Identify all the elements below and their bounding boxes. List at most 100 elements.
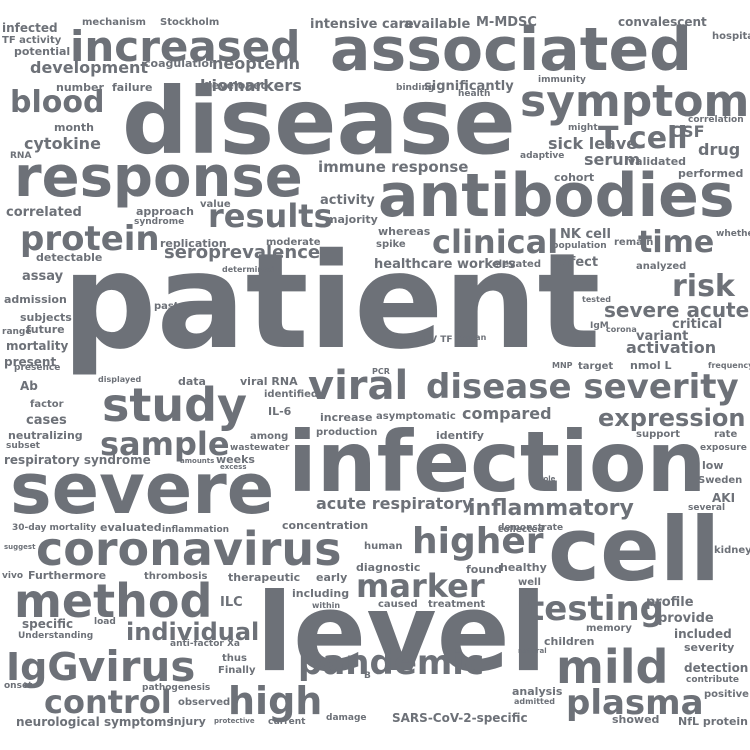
cloud-word: thrombosis: [144, 571, 208, 582]
cloud-word: seroprevalence: [164, 242, 321, 263]
cloud-word: current: [268, 717, 306, 727]
cloud-word: tested: [582, 295, 611, 304]
cloud-word: increase: [320, 411, 373, 424]
cloud-word: well: [518, 577, 541, 588]
cloud-word: analyzed: [636, 261, 687, 272]
cloud-word: memory: [586, 623, 632, 634]
cloud-word: admitted: [514, 697, 556, 706]
cloud-word: replication: [160, 237, 227, 250]
cloud-word: drug: [698, 140, 741, 159]
cloud-word: found: [466, 563, 502, 576]
cloud-word: Furthermore: [28, 569, 107, 582]
cloud-word: including: [292, 587, 350, 600]
cloud-word: severity: [684, 641, 735, 654]
cloud-word: biomarkers: [200, 76, 302, 95]
cloud-word: correlated: [6, 205, 82, 220]
cloud-word: mechanism: [82, 17, 146, 28]
cloud-word: admission: [4, 293, 67, 306]
cloud-word: study: [102, 378, 248, 432]
cloud-word: thus: [222, 653, 247, 664]
cloud-word: data: [178, 375, 206, 388]
cloud-word: vivo: [2, 571, 24, 581]
cloud-word: detection: [684, 661, 749, 675]
cloud-word: risk: [672, 269, 735, 304]
cloud-word: remain: [614, 237, 654, 248]
cloud-word: pandemic: [298, 643, 485, 683]
cloud-word: present: [4, 355, 57, 369]
cloud-word: compared: [462, 404, 552, 423]
cloud-word: disease: [122, 68, 516, 175]
cloud-word: sick leave: [548, 134, 638, 153]
cloud-word: specific: [22, 617, 74, 631]
cloud-word: increased: [70, 22, 301, 71]
cloud-word: exposure: [700, 443, 747, 453]
cloud-word: past: [154, 301, 179, 312]
cloud-word: assay: [22, 269, 64, 284]
cloud-word: range: [2, 327, 32, 337]
cloud-word: time: [638, 225, 715, 260]
cloud-word: whether: [716, 229, 750, 239]
cloud-word: response: [14, 145, 303, 210]
cloud-word: corona: [606, 325, 637, 334]
cloud-word: elevated: [492, 259, 541, 270]
cloud-word: identified: [264, 389, 319, 400]
cloud-word: coronavirus: [36, 522, 342, 576]
cloud-word: asymptomatic: [376, 411, 456, 422]
cloud-word: TF activity: [2, 35, 62, 46]
cloud-word: wastewater: [230, 443, 290, 453]
cloud-word: inflammatory: [468, 496, 634, 521]
cloud-word: adaptive: [520, 151, 565, 161]
cloud-word: frequency: [708, 361, 750, 370]
cloud-word: suggest: [4, 543, 36, 551]
cloud-word: contribute: [686, 675, 740, 685]
cloud-word: available: [404, 17, 471, 32]
cloud-word: Stockholm: [160, 17, 220, 28]
cloud-word: damage: [326, 713, 367, 723]
cloud-word: early: [316, 571, 348, 584]
cloud-word: viral: [308, 363, 409, 409]
cloud-word: positive: [704, 689, 749, 700]
cloud-word: included: [674, 627, 732, 641]
cloud-word: PCR: [372, 367, 390, 376]
cloud-word: amounts: [180, 457, 215, 465]
cloud-word: low: [702, 459, 724, 472]
cloud-word: showed: [612, 713, 660, 726]
cloud-word: performed: [678, 167, 744, 180]
cloud-word: intensive care: [310, 17, 414, 32]
cloud-word: T cell: [598, 121, 688, 156]
cloud-word: critical: [672, 317, 723, 332]
cloud-word: children: [544, 635, 595, 648]
cloud-word: validated: [628, 155, 687, 168]
cloud-word: significantly: [424, 79, 514, 94]
cloud-word: hospital: [712, 31, 750, 42]
cloud-word: anti-factor Xa: [170, 639, 240, 649]
cloud-word: NfL protein: [678, 715, 749, 728]
cloud-word: observed: [178, 697, 231, 708]
cloud-word: testing: [528, 589, 664, 629]
cloud-word: natural: [518, 647, 547, 655]
cloud-word: excess: [220, 463, 247, 471]
cloud-word: organ: [460, 333, 487, 342]
cloud-word: immune response: [318, 158, 469, 176]
cloud-word: IL-6: [268, 405, 292, 418]
cloud-word: M-MDSC: [476, 15, 537, 30]
cloud-word: identify: [436, 429, 484, 442]
cloud-word: profile: [646, 595, 694, 610]
cloud-word: detectable: [36, 251, 103, 264]
cloud-word: target: [578, 361, 614, 372]
cloud-word: approach: [136, 205, 194, 218]
cloud-word: MNP: [552, 361, 573, 370]
cloud-word: CSF: [670, 122, 705, 141]
cloud-word: neurological symptoms: [16, 715, 174, 729]
cloud-word: SARS-CoV-2-specific: [392, 711, 528, 725]
cloud-word: syndrome: [134, 217, 185, 227]
cloud-word: value: [200, 199, 231, 210]
cloud-word: number: [56, 81, 104, 94]
cloud-word: RNA: [10, 151, 32, 161]
cloud-word: provide: [658, 611, 714, 626]
cloud-word: development: [30, 58, 149, 77]
cloud-word: AKI: [712, 491, 736, 505]
cloud-word: severe acute: [604, 298, 750, 322]
cloud-word: kidney: [714, 545, 750, 556]
